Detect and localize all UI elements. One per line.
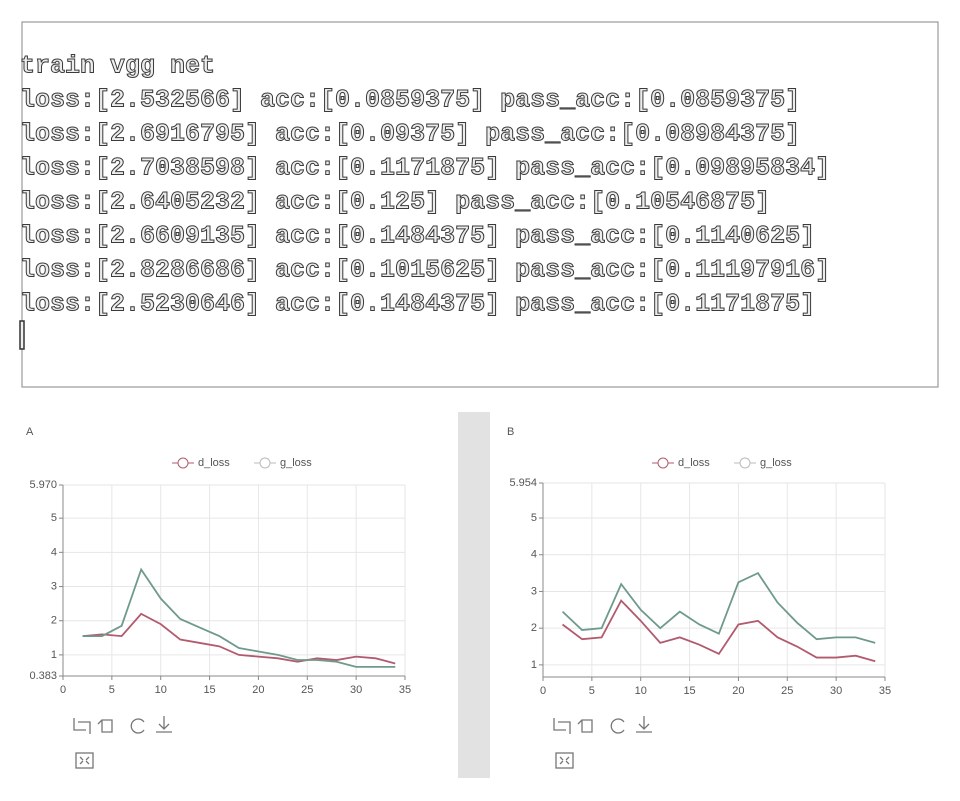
x-tick-label: 20 <box>252 684 264 696</box>
terminal-line: loss:[2.6609135] acc:[0.1484375] pass_ac… <box>20 222 815 251</box>
x-tick-label: 20 <box>732 685 744 697</box>
divider <box>458 412 490 778</box>
y-tick-label: 5 <box>531 512 537 524</box>
x-tick-label: 10 <box>635 685 647 697</box>
x-tick-label: 30 <box>350 684 362 696</box>
x-tick-label: 25 <box>301 684 313 696</box>
legend-marker <box>177 457 189 469</box>
x-tick-label: 35 <box>879 685 891 697</box>
chart-title: B <box>507 426 514 438</box>
y-tick-label: 5.954 <box>509 477 537 489</box>
terminal <box>21 21 939 388</box>
x-tick-label: 15 <box>683 685 695 697</box>
terminal-line: loss:[2.6916795] acc:[0.09375] pass_acc:… <box>20 120 800 149</box>
y-tick-label: 5 <box>51 512 57 524</box>
series-line <box>82 612 396 665</box>
legend-label: g_loss <box>760 457 792 469</box>
legend-label: g_loss <box>280 457 312 469</box>
y-tick-label: 4 <box>531 549 537 561</box>
cursor <box>19 320 25 350</box>
toolbar-a[interactable] <box>73 716 172 769</box>
legend-label: d_loss <box>198 457 230 469</box>
x-tick-label: 5 <box>589 685 595 697</box>
terminal-line: loss:[2.7038598] acc:[0.1171875] pass_ac… <box>20 154 830 183</box>
terminal-line: loss:[2.532566] acc:[0.0859375] pass_acc… <box>20 86 800 115</box>
terminal-output: train vgg net loss:[2.532566] acc:[0.0859… <box>20 51 831 319</box>
terminal-line: train vgg net <box>20 52 215 81</box>
x-tick-label: 35 <box>399 684 411 696</box>
legend-marker <box>657 457 669 469</box>
x-tick-label: 30 <box>830 685 842 697</box>
y-tick-label: 3 <box>51 580 57 592</box>
y-tick-label: 2 <box>531 622 537 634</box>
y-tick-label: 1 <box>531 659 537 671</box>
y-tick-label: 1 <box>51 649 57 661</box>
legend-marker <box>739 457 751 469</box>
y-tick-label: 0.383 <box>29 670 57 682</box>
terminal-line: loss:[2.8286686] acc:[0.1015625] pass_ac… <box>20 256 830 285</box>
x-tick-label: 0 <box>540 685 546 697</box>
chart-title: A <box>26 426 34 438</box>
legend-label: d_loss <box>678 457 710 469</box>
x-tick-label: 0 <box>60 684 66 696</box>
y-tick-label: 4 <box>51 546 57 558</box>
x-tick-label: 15 <box>203 684 215 696</box>
x-tick-label: 10 <box>155 684 167 696</box>
series-line <box>561 571 876 644</box>
series-line <box>82 567 396 668</box>
y-tick-label: 3 <box>531 585 537 597</box>
terminal-line: loss:[2.5230646] acc:[0.1484375] pass_ac… <box>20 290 815 319</box>
legend-marker <box>259 457 271 469</box>
toolbar-b[interactable] <box>553 716 652 769</box>
y-tick-label: 2 <box>51 615 57 627</box>
x-tick-label: 25 <box>781 685 793 697</box>
x-tick-label: 5 <box>109 684 115 696</box>
y-tick-label: 5.970 <box>29 479 57 491</box>
series-line <box>562 599 876 663</box>
terminal-line: loss:[2.6405232] acc:[0.125] pass_acc:[0… <box>20 188 770 217</box>
